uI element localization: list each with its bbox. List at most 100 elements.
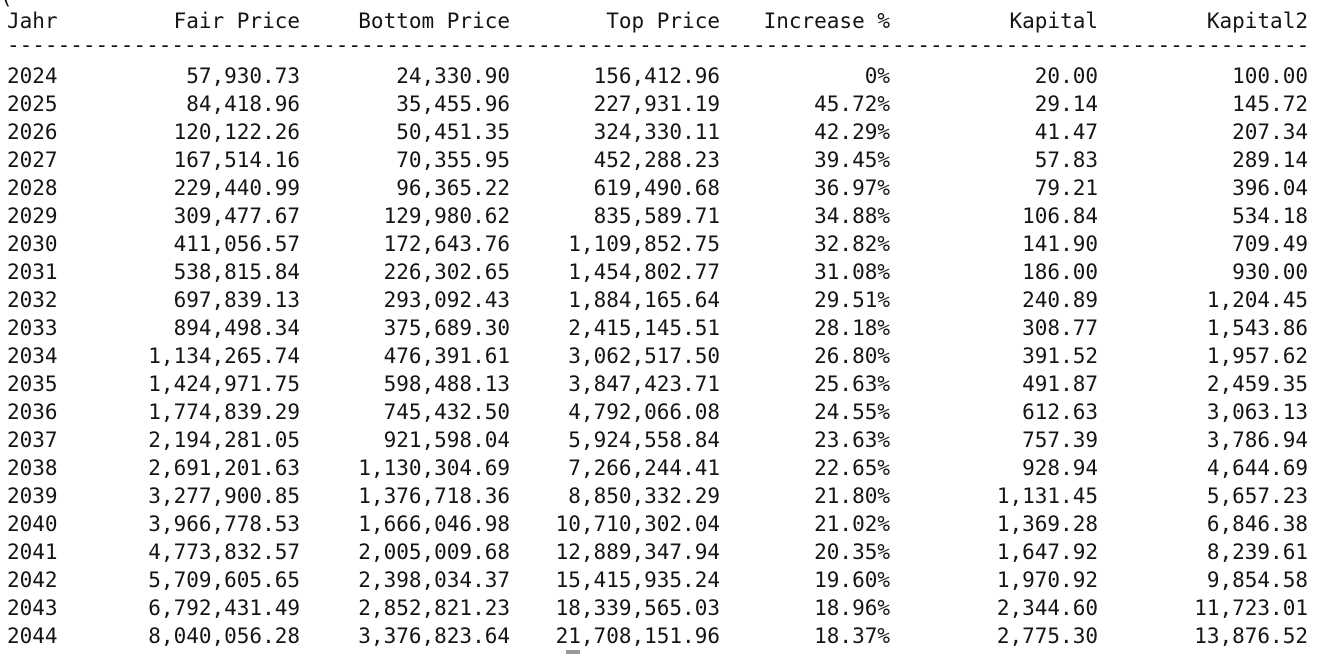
cell-bottom-price: 598,488.13: [383, 372, 510, 396]
cell-kapital: 1,131.45: [996, 484, 1098, 508]
cell-increase: 26.80%: [814, 344, 890, 368]
cell-jahr: 2030: [7, 232, 58, 256]
table-row: 2027 167,514.16 70,355.95 452,288.23 39.45% 5…: [0, 146, 1330, 174]
cell-kapital2: 207.34: [1232, 120, 1308, 144]
cell-jahr: 2026: [7, 120, 58, 144]
cell-kapital: 2,344.60: [996, 596, 1098, 620]
cell-jahr: 2024: [7, 64, 58, 88]
cell-top-price: 156,412.96: [593, 64, 720, 88]
cell-jahr: 2039: [7, 484, 58, 508]
cell-top-price: 15,415,935.24: [555, 568, 720, 592]
cell-kapital: 2,775.30: [996, 624, 1098, 648]
table-row: 2034 1,134,265.74 476,391.61 3,062,517.50 26…: [0, 342, 1330, 370]
cell-increase: 45.72%: [814, 92, 890, 116]
cell-kapital2: 2,459.35: [1206, 372, 1308, 396]
cell-bottom-price: 476,391.61: [383, 344, 510, 368]
cell-bottom-price: 172,643.76: [383, 232, 510, 256]
cell-kapital2: 145.72: [1232, 92, 1308, 116]
cell-fair-price: 411,056.57: [173, 232, 300, 256]
cell-top-price: 1,109,852.75: [568, 232, 720, 256]
cell-kapital: 29.14: [1034, 92, 1098, 116]
cell-fair-price: 309,477.67: [173, 204, 300, 228]
cell-fair-price: 8,040,056.28: [148, 624, 300, 648]
cell-increase: 23.63%: [814, 428, 890, 452]
cell-fair-price: 538,815.84: [173, 260, 300, 284]
cell-kapital: 41.47: [1034, 120, 1098, 144]
cell-bottom-price: 35,455.96: [396, 92, 510, 116]
cell-fair-price: 229,440.99: [173, 176, 300, 200]
cell-fair-price: 120,122.26: [173, 120, 300, 144]
table-row: 2037 2,194,281.05 921,598.04 5,924,558.84 23…: [0, 426, 1330, 454]
cell-fair-price: 1,424,971.75: [148, 372, 300, 396]
cell-increase: 0%: [864, 64, 890, 88]
cell-fair-price: 4,773,832.57: [148, 540, 300, 564]
cell-fair-price: 57,930.73: [186, 64, 300, 88]
header-bottom-price: Bottom Price: [358, 9, 510, 33]
cell-increase: 36.97%: [814, 176, 890, 200]
cell-kapital2: 9,854.58: [1206, 568, 1308, 592]
cell-top-price: 7,266,244.41: [568, 456, 720, 480]
cell-jahr: 2029: [7, 204, 58, 228]
cell-top-price: 324,330.11: [593, 120, 720, 144]
cell-increase: 18.96%: [814, 596, 890, 620]
cell-kapital: 391.52: [1022, 344, 1098, 368]
header-jahr: Jahr: [7, 9, 58, 33]
cell-fair-price: 697,839.13: [173, 288, 300, 312]
cell-increase: 29.51%: [814, 288, 890, 312]
header-kapital2: Kapital2: [1206, 9, 1308, 33]
header-kapital: Kapital: [1009, 9, 1098, 33]
cell-fair-price: 5,709,605.65: [148, 568, 300, 592]
cell-kapital: 240.89: [1022, 288, 1098, 312]
cell-kapital: 141.90: [1022, 232, 1098, 256]
cell-increase: 20.35%: [814, 540, 890, 564]
cell-bottom-price: 2,852,821.23: [358, 596, 510, 620]
cell-jahr: 2035: [7, 372, 58, 396]
cell-top-price: 18,339,565.03: [555, 596, 720, 620]
cell-increase: 21.80%: [814, 484, 890, 508]
cell-top-price: 2,415,145.51: [568, 316, 720, 340]
table-row: 2039 3,277,900.85 1,376,718.36 8,850,332.29…: [0, 482, 1330, 510]
cell-kapital2: 6,846.38: [1206, 512, 1308, 536]
cell-kapital2: 289.14: [1232, 148, 1308, 172]
cell-kapital2: 1,543.86: [1206, 316, 1308, 340]
cell-jahr: 2040: [7, 512, 58, 536]
cell-kapital: 308.77: [1022, 316, 1098, 340]
cell-top-price: 619,490.68: [593, 176, 720, 200]
cell-kapital2: 1,957.62: [1206, 344, 1308, 368]
cell-fair-price: 1,774,839.29: [148, 400, 300, 424]
cell-top-price: 10,710,302.04: [555, 512, 720, 536]
cell-kapital: 57.83: [1034, 148, 1098, 172]
cell-bottom-price: 226,302.65: [383, 260, 510, 284]
cell-top-price: 227,931.19: [593, 92, 720, 116]
cell-kapital: 757.39: [1022, 428, 1098, 452]
table-row: 2024 57,930.73 24,330.90 156,412.96 0% 20.00 1…: [0, 62, 1330, 90]
cell-bottom-price: 129,980.62: [383, 204, 510, 228]
cell-jahr: 2031: [7, 260, 58, 284]
cell-bottom-price: 1,666,046.98: [358, 512, 510, 536]
cell-bottom-price: 2,005,009.68: [358, 540, 510, 564]
previous-output-line: (: [0, 0, 13, 8]
cell-bottom-price: 745,432.50: [383, 400, 510, 424]
header-increase: Increase %: [763, 9, 890, 33]
header-top-price: Top Price: [606, 9, 720, 33]
cell-increase: 24.55%: [814, 400, 890, 424]
cell-fair-price: 6,792,431.49: [148, 596, 300, 620]
table-row: 2038 2,691,201.63 1,130,304.69 7,266,244.41…: [0, 454, 1330, 482]
cell-kapital: 1,647.92: [996, 540, 1098, 564]
cell-kapital2: 709.49: [1232, 232, 1308, 256]
cell-jahr: 2032: [7, 288, 58, 312]
cell-increase: 31.08%: [814, 260, 890, 284]
cell-increase: 18.37%: [814, 624, 890, 648]
cell-top-price: 4,792,066.08: [568, 400, 720, 424]
cell-kapital: 612.63: [1022, 400, 1098, 424]
cell-kapital: 1,970.92: [996, 568, 1098, 592]
cell-kapital: 1,369.28: [996, 512, 1098, 536]
cell-top-price: 12,889,347.94: [555, 540, 720, 564]
cell-jahr: 2042: [7, 568, 58, 592]
cell-bottom-price: 70,355.95: [396, 148, 510, 172]
cell-bottom-price: 96,365.22: [396, 176, 510, 200]
cell-jahr: 2025: [7, 92, 58, 116]
separator-line: ----------------------------------------…: [7, 35, 1308, 55]
cell-bottom-price: 293,092.43: [383, 288, 510, 312]
cell-kapital: 491.87: [1022, 372, 1098, 396]
